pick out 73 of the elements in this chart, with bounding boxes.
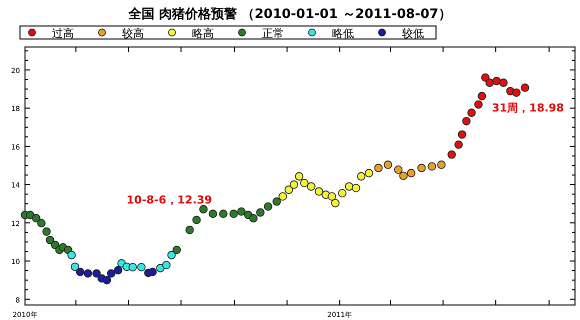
point [328, 192, 336, 201]
point [264, 202, 272, 211]
legend-label: 较高 [122, 27, 144, 40]
point [338, 189, 346, 198]
point [462, 116, 471, 126]
annotation: 10-8-6，12.39 [126, 193, 212, 206]
point [300, 178, 309, 188]
point [114, 266, 122, 274]
annotation: 31周，18.98 [492, 101, 564, 114]
point [352, 184, 360, 192]
point [331, 198, 340, 208]
legend-label: 过高 [52, 27, 74, 40]
point [137, 262, 146, 272]
point [284, 186, 293, 194]
point [219, 210, 228, 218]
point [314, 187, 324, 196]
point [237, 207, 246, 216]
point [256, 208, 265, 217]
point [512, 88, 521, 97]
point [344, 182, 354, 191]
point [454, 140, 463, 149]
point [394, 165, 402, 174]
point [84, 269, 92, 278]
point [148, 268, 157, 276]
point [428, 162, 436, 171]
point [37, 219, 46, 228]
point [467, 108, 476, 117]
point [417, 164, 426, 172]
point [492, 76, 501, 86]
point [192, 216, 201, 224]
point [167, 250, 176, 260]
point [42, 227, 51, 236]
point [162, 260, 171, 270]
point [32, 214, 40, 222]
point [485, 78, 494, 87]
point [474, 100, 483, 109]
point [364, 168, 374, 178]
point [448, 150, 456, 159]
point [384, 160, 392, 169]
point [26, 210, 34, 220]
point [229, 210, 238, 218]
legend-label: 较低 [402, 27, 424, 40]
point [199, 205, 208, 214]
point [208, 210, 218, 218]
point [407, 168, 416, 178]
point [249, 214, 258, 222]
point [478, 92, 486, 100]
point [499, 78, 508, 87]
legend-label: 略低 [332, 27, 354, 40]
point [70, 262, 80, 271]
point [374, 164, 383, 172]
point [272, 197, 281, 206]
point [185, 226, 194, 234]
point [458, 130, 466, 139]
point [92, 269, 101, 278]
point [437, 160, 446, 169]
point [294, 172, 304, 181]
legend-label: 正常 [262, 27, 284, 40]
point [307, 182, 316, 191]
point [172, 246, 181, 254]
point [67, 250, 76, 260]
legend-label: 略高 [192, 27, 214, 40]
point [46, 236, 54, 244]
point [278, 192, 287, 201]
point [128, 262, 137, 272]
point [76, 268, 84, 276]
point [290, 180, 298, 189]
point [102, 276, 112, 284]
point [107, 269, 116, 278]
point [520, 84, 530, 92]
point [357, 172, 366, 181]
chart-title: 全国 肉猪价格预警 （2010-01-01 ～2011-08-07） [128, 7, 452, 22]
point [399, 172, 408, 180]
